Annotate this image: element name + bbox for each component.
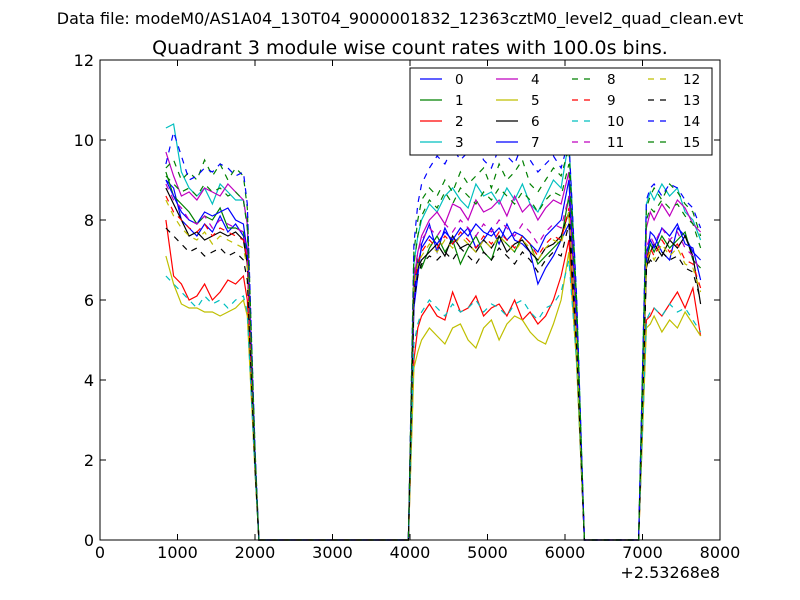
x-tick-label: 3000 xyxy=(312,543,353,562)
x-tick-label: 0 xyxy=(95,543,105,562)
legend-label-5: 5 xyxy=(531,93,540,109)
legend-label-15: 15 xyxy=(683,135,700,151)
legend-label-4: 4 xyxy=(531,72,540,88)
x-tick-label: 7000 xyxy=(622,543,663,562)
x-axis: 0 1000 2000 3000 4000 5000 6000 7000 8000 xyxy=(95,60,740,562)
y-tick-label: 4 xyxy=(84,371,94,390)
plot-lines xyxy=(165,123,702,541)
series-line-4 xyxy=(165,151,702,541)
x-tick-label: 4000 xyxy=(390,543,431,562)
series-line-15 xyxy=(165,163,702,541)
y-tick-label: 10 xyxy=(74,131,94,150)
x-tick-label: 8000 xyxy=(700,543,741,562)
y-tick-label: 12 xyxy=(74,51,94,70)
x-offset-label: +2.53268e8 xyxy=(620,563,720,582)
legend-label-13: 13 xyxy=(683,93,700,109)
series-line-8 xyxy=(165,147,702,541)
chart-suptitle: Data file: modeM0/AS1A04_130T04_90000018… xyxy=(57,9,743,29)
series-line-14 xyxy=(165,129,702,541)
legend-label-11: 11 xyxy=(607,135,624,151)
x-tick-label: 6000 xyxy=(545,543,586,562)
series-line-2 xyxy=(165,219,702,541)
legend-label-8: 8 xyxy=(607,72,616,88)
series-line-13 xyxy=(165,223,702,541)
series-line-7 xyxy=(165,179,702,541)
legend-label-0: 0 xyxy=(455,72,464,88)
legend-label-1: 1 xyxy=(455,93,464,109)
legend-label-9: 9 xyxy=(607,93,616,109)
series-line-10 xyxy=(165,259,702,541)
legend-label-7: 7 xyxy=(531,135,540,151)
legend-label-6: 6 xyxy=(531,114,540,130)
x-tick-label: 2000 xyxy=(235,543,276,562)
legend-label-12: 12 xyxy=(683,72,700,88)
legend-box xyxy=(409,67,713,156)
series-line-1 xyxy=(165,171,702,541)
series-line-0 xyxy=(165,179,702,541)
legend-label-14: 14 xyxy=(683,114,700,130)
legend-label-10: 10 xyxy=(607,114,624,130)
x-tick-label: 5000 xyxy=(467,543,508,562)
chart-title: Quadrant 3 module wise count rates with … xyxy=(152,37,668,59)
x-tick-label: 1000 xyxy=(157,543,198,562)
y-tick-label: 8 xyxy=(84,211,94,230)
y-tick-label: 2 xyxy=(84,451,94,470)
legend-label-2: 2 xyxy=(455,114,464,130)
y-tick-label: 6 xyxy=(84,291,94,310)
legend-label-3: 3 xyxy=(455,135,464,151)
y-tick-label: 0 xyxy=(84,531,94,550)
